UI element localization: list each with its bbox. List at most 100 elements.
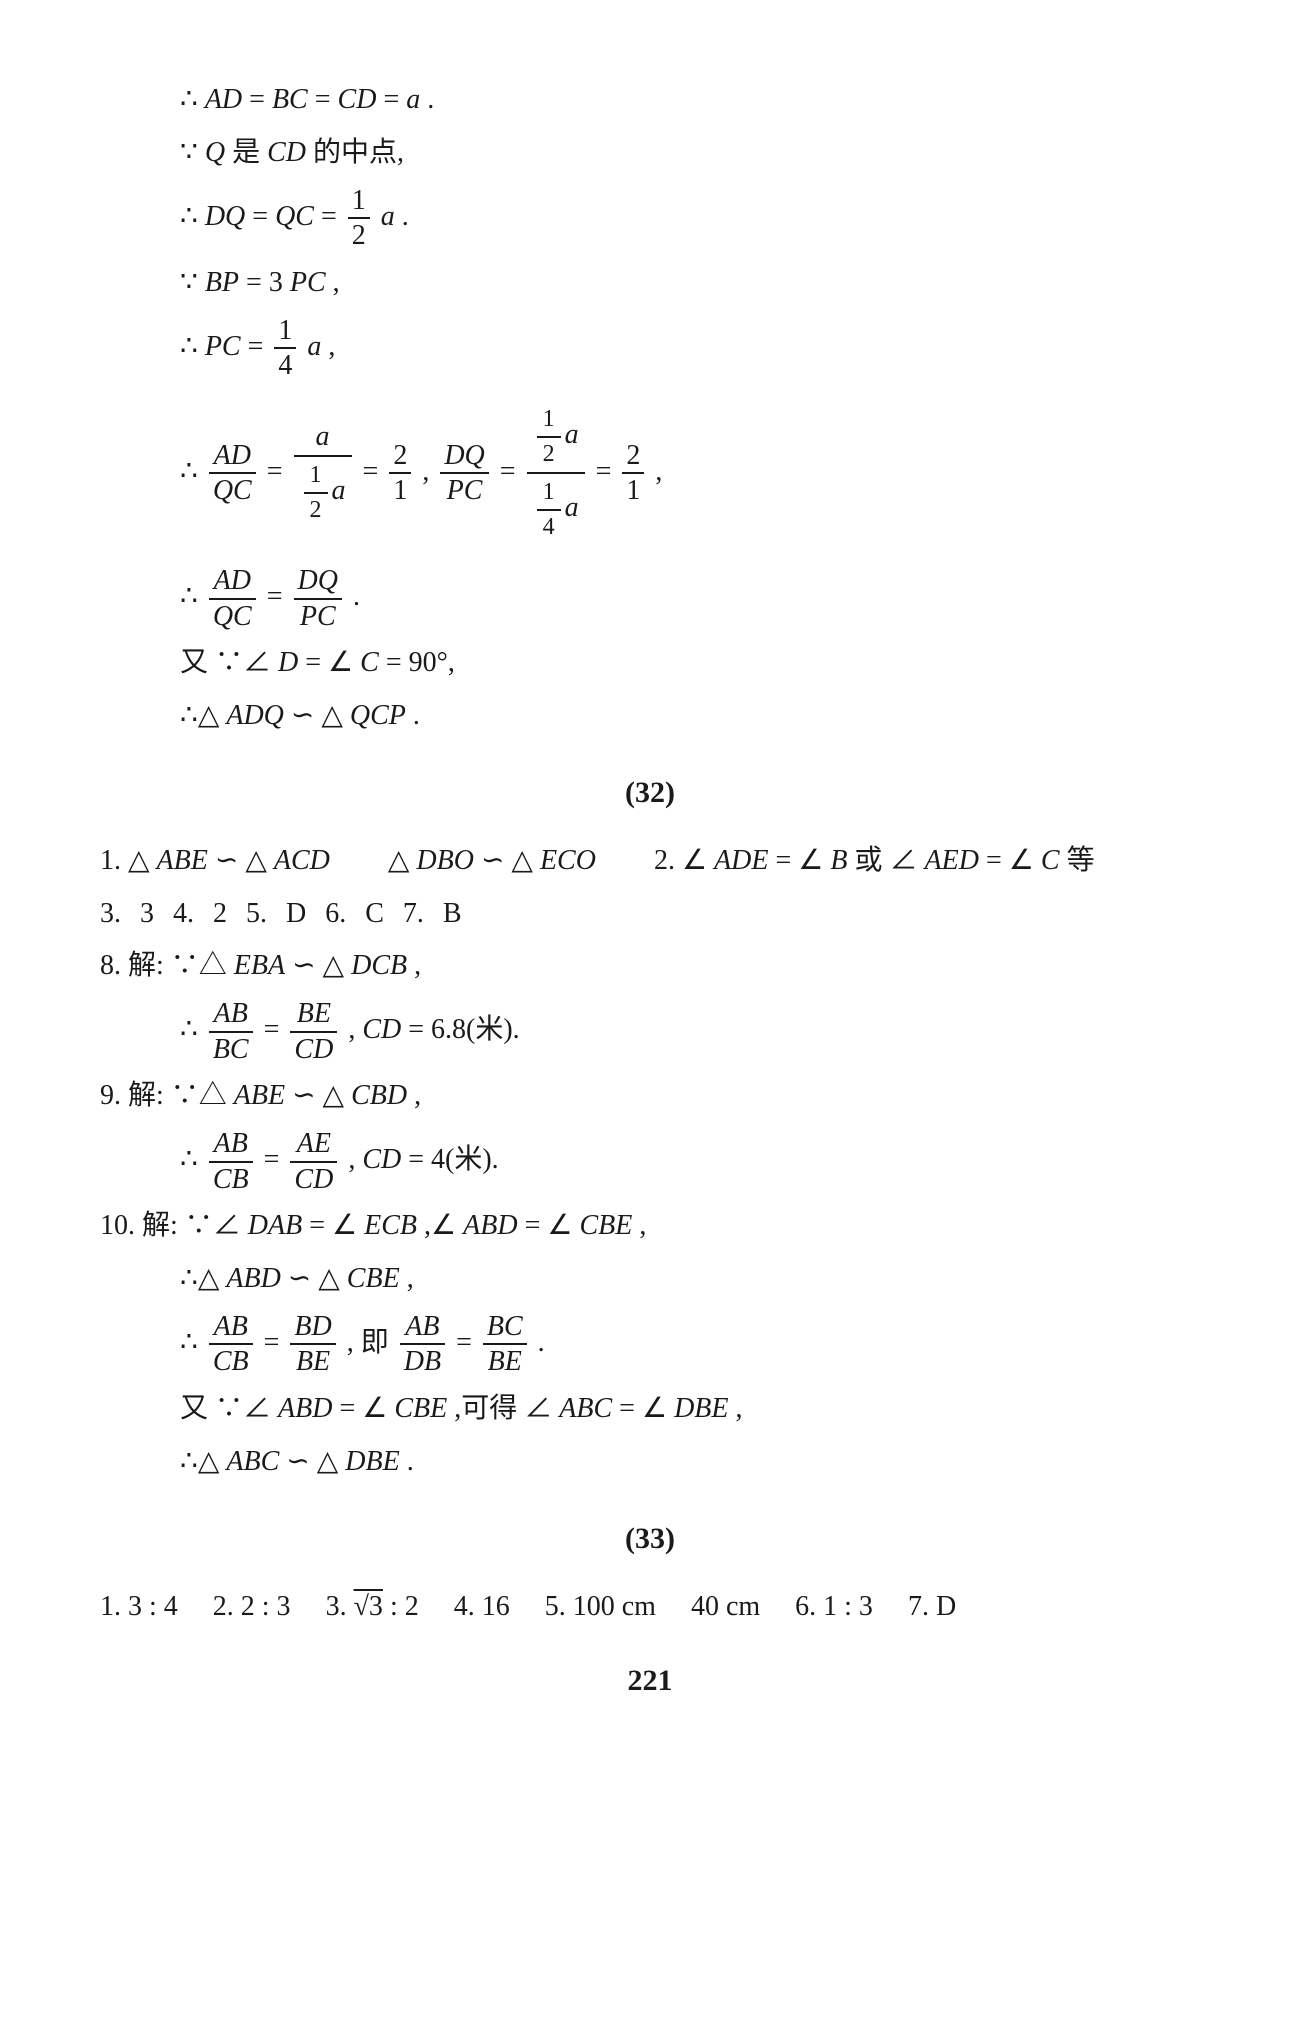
t: DBO (416, 845, 474, 876)
t: 4. 16 (454, 1591, 510, 1622)
inner-fraction: 1 4 (537, 476, 561, 544)
t: a (565, 493, 579, 524)
proof-line-9: ∴△ ADQ ∽ △ QCP . (180, 694, 1200, 739)
t: QC (275, 201, 314, 232)
numerator: 1 2 a (527, 401, 585, 475)
denominator: 2 (304, 494, 328, 527)
fraction: 1 4 (274, 314, 296, 383)
t: PC (205, 331, 241, 362)
numerator: a (294, 418, 352, 458)
denominator: CB (209, 1163, 253, 1197)
t: CBE (394, 1393, 447, 1424)
t: DAB (248, 1210, 302, 1241)
numerator: AB (209, 997, 253, 1033)
proof-line-8: 又 ∵∠ D = ∠ C = 90°, (180, 641, 1200, 686)
denominator: 4 (274, 349, 296, 383)
t: 1. △ (100, 845, 150, 876)
s32-line-9a: 9. 解: ∵△ ABE ∽ △ CBD , (100, 1074, 1200, 1119)
t: 或 ∠ (855, 845, 918, 876)
numerator: DQ (440, 439, 488, 475)
inner-fraction: 1 2 (304, 459, 328, 527)
denominator: BE (483, 1345, 527, 1379)
denominator: 1 2 a (294, 457, 352, 529)
s33-line-1: 1. 3 : 4 2. 2 : 3 3. √3 : 2 4. 16 5. 100… (100, 1585, 1200, 1630)
t: ABC (559, 1393, 612, 1424)
denominator: 1 (389, 474, 411, 508)
t: , (407, 1263, 414, 1294)
t: a (406, 84, 420, 115)
t: a (381, 201, 395, 232)
t: = ∠ (525, 1210, 573, 1241)
fraction: AD QC (209, 564, 256, 633)
t: ,∠ (424, 1210, 456, 1241)
t: , (655, 456, 662, 487)
t: 3. (326, 1591, 354, 1622)
denominator: BC (209, 1033, 253, 1067)
proof-line-1: ∴ AD = BC = CD = a . (180, 78, 1200, 123)
fraction: 1 2 a 1 4 a (527, 401, 585, 546)
t: DBE (674, 1393, 728, 1424)
t: C (360, 647, 379, 678)
t: . (353, 581, 360, 612)
t: ∴ (180, 331, 198, 362)
t: Q (205, 137, 225, 168)
numerator: BC (483, 1310, 527, 1346)
t: ∴ (180, 456, 205, 487)
t: 等 (1067, 845, 1095, 876)
numerator: 1 (537, 403, 561, 438)
t: = (363, 456, 386, 487)
t: BC (272, 84, 308, 115)
t: = (264, 1014, 287, 1045)
t: = (264, 1327, 287, 1358)
t: CD (362, 1014, 401, 1045)
t: ECO (540, 845, 596, 876)
t: ABE (157, 845, 208, 876)
t: 2. ∠ (654, 845, 707, 876)
t: ∴ (180, 1014, 205, 1045)
t: BP (205, 267, 239, 298)
t: DBE (345, 1446, 399, 1477)
t: ∽ △ (292, 1080, 344, 1111)
t: , (414, 950, 421, 981)
t: 7. D (908, 1591, 956, 1622)
t: ABE (234, 1080, 285, 1111)
fraction: DQ PC (440, 439, 488, 508)
fraction: BC BE (483, 1310, 527, 1379)
t: = ∠ (619, 1393, 667, 1424)
denominator: CB (209, 1345, 253, 1379)
fraction: AB BC (209, 997, 253, 1066)
denominator: CD (290, 1163, 337, 1197)
t: 5. 100 cm (545, 1591, 656, 1622)
t: DCB (351, 950, 407, 981)
t: = 6.8(米). (408, 1014, 519, 1045)
t: AED (925, 845, 979, 876)
t: 又 ∵∠ (180, 1393, 271, 1424)
section-heading-33: (33) (100, 1515, 1200, 1563)
denominator: QC (209, 600, 256, 634)
t: PC (290, 267, 326, 298)
t: 8. 解: ∵△ (100, 950, 227, 981)
t: = ∠ (305, 647, 353, 678)
t: CBE (579, 1210, 632, 1241)
denominator: DB (400, 1345, 445, 1379)
inner-fraction: 1 2 (537, 403, 561, 471)
t: ∵ (180, 137, 198, 168)
denominator: BE (290, 1345, 335, 1379)
t: . (402, 201, 409, 232)
numerator: DQ (294, 564, 342, 600)
fraction: AB CB (209, 1310, 253, 1379)
t: CD (338, 84, 377, 115)
t: = (383, 84, 406, 115)
numerator: 2 (622, 439, 644, 475)
t: = (321, 201, 344, 232)
denominator: 2 (537, 438, 561, 471)
proof-line-7: ∴ AD QC = DQ PC . (180, 564, 1200, 633)
t: ABD (278, 1393, 332, 1424)
proof-line-6: ∴ AD QC = a 1 2 a = 2 1 , DQ PC = (180, 401, 1200, 546)
fraction: 2 1 (389, 439, 411, 508)
s32-line-10a: 10. 解: ∵∠ DAB = ∠ ECB ,∠ ABD = ∠ CBE , (100, 1204, 1200, 1249)
numerator: AD (209, 564, 256, 600)
numerator: 1 (274, 314, 296, 350)
proof-line-4: ∵ BP = 3 PC , (180, 261, 1200, 306)
numerator: BD (290, 1310, 335, 1346)
